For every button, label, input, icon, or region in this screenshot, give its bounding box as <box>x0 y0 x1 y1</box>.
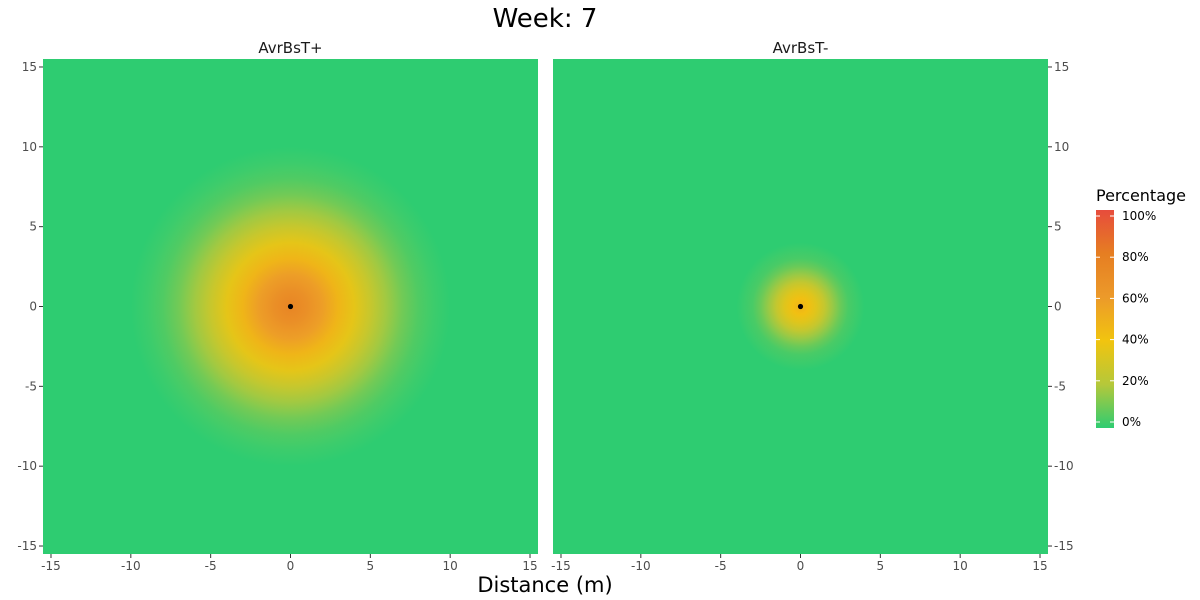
y-tick-label: 15 <box>22 60 37 74</box>
legend-label: 0% <box>1122 415 1141 429</box>
x-tick-label: 15 <box>522 559 537 573</box>
legend-label: 80% <box>1122 250 1149 264</box>
panel-strip-label: AvrBsT+ <box>258 39 322 57</box>
panel-2: AvrBsT- -15 -10 -5 0 5 10 15 -15 -10 -5 0 5 10 15 <box>551 39 1073 573</box>
x-tick-label: 10 <box>443 559 458 573</box>
y-tick-label: 0 <box>1054 300 1062 314</box>
y-tick-label: -5 <box>1054 379 1066 393</box>
x-tick-label: -15 <box>551 559 571 573</box>
y-tick-label: -15 <box>1054 539 1074 553</box>
y-tick-label: -5 <box>25 379 37 393</box>
x-tick-label: -5 <box>205 559 217 573</box>
legend-label: 40% <box>1122 333 1149 347</box>
legend-title: Percentage <box>1096 186 1186 205</box>
x-tick-label: 0 <box>797 559 805 573</box>
y-tick-label: -15 <box>17 539 37 553</box>
y-tick-label: 0 <box>29 300 37 314</box>
y-tick-label: 10 <box>1054 140 1069 154</box>
facet-panels: AvrBsT+-15 -10 -5 0 5 10 15-15-10-5051015AvrBs… <box>17 39 1073 573</box>
center-point <box>797 303 804 310</box>
chart-title: Week: 7 <box>493 4 598 34</box>
y-tick-label: -10 <box>17 459 37 473</box>
x-tick-label: -10 <box>121 559 141 573</box>
y-tick-label: 5 <box>1054 220 1062 234</box>
legend: Percentage 0% 20% 40% 60% 80% 100% <box>1096 186 1186 429</box>
x-tick-label: 0 <box>287 559 295 573</box>
legend-label: 20% <box>1122 374 1149 388</box>
x-tick-label: 15 <box>1032 559 1047 573</box>
center-point <box>287 303 294 310</box>
x-tick-label: -15 <box>41 559 61 573</box>
y-tick-label: 10 <box>22 140 37 154</box>
legend-colorbar <box>1096 210 1114 428</box>
x-tick-label: -10 <box>631 559 651 573</box>
panel-strip-label: AvrBsT- <box>773 39 829 57</box>
legend-label: 60% <box>1122 291 1149 305</box>
x-tick-label: 5 <box>367 559 375 573</box>
x-tick-label: 5 <box>877 559 885 573</box>
y-tick-label: 5 <box>29 220 37 234</box>
y-tick-label: -10 <box>1054 459 1074 473</box>
y-tick-label: 15 <box>1054 60 1069 74</box>
x-tick-label: 10 <box>953 559 968 573</box>
x-axis-label: Distance (m) <box>477 573 612 597</box>
panel-1: AvrBsT+ -15 -10 -5 0 5 10 15 -15 -10 -5 0 5 10 15 <box>17 39 538 573</box>
legend-label: 100% <box>1122 209 1156 223</box>
x-tick-label: -5 <box>715 559 727 573</box>
